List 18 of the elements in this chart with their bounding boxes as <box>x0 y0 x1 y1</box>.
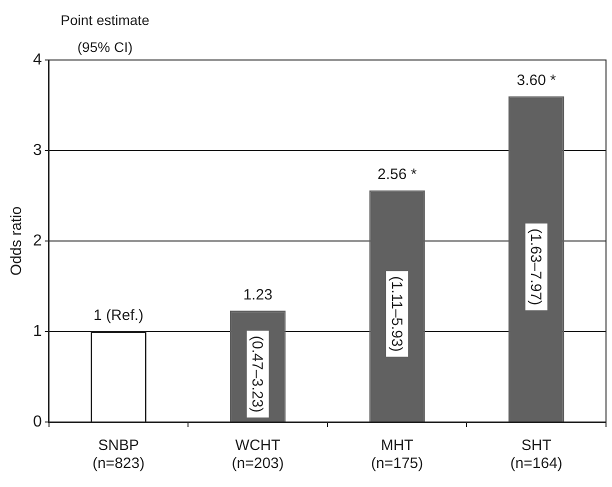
x-tick-label: WCHT (n=203) <box>232 437 284 472</box>
y-tick-label: 3 <box>32 142 42 159</box>
data-label: 1.23 <box>243 286 272 304</box>
annotation: (1.11–5.93) <box>388 276 405 352</box>
data-label: 2.56 * <box>377 166 417 183</box>
y-tick-label: 0 <box>32 413 42 430</box>
y-tick-label: 1 <box>32 322 42 340</box>
x-tick-label: SNBP (n=823) <box>92 437 145 472</box>
annotation: (1.63–7.97) <box>527 228 544 306</box>
x-tick-label: MHT (n=175) <box>371 437 424 472</box>
annotation: (0.47–3.23) <box>248 336 266 412</box>
chart-title: Point estimate (95% CI) <box>60 12 150 55</box>
data-label: 1 (Ref.) <box>94 307 144 324</box>
y-tick-label: 2 <box>32 232 42 250</box>
y-tick-label: 4 <box>32 51 42 68</box>
x-tick-label: SHT (n=164) <box>510 437 562 472</box>
y-axis-title: Odds ratio <box>8 206 26 276</box>
data-label: 3.60 * <box>516 72 556 89</box>
